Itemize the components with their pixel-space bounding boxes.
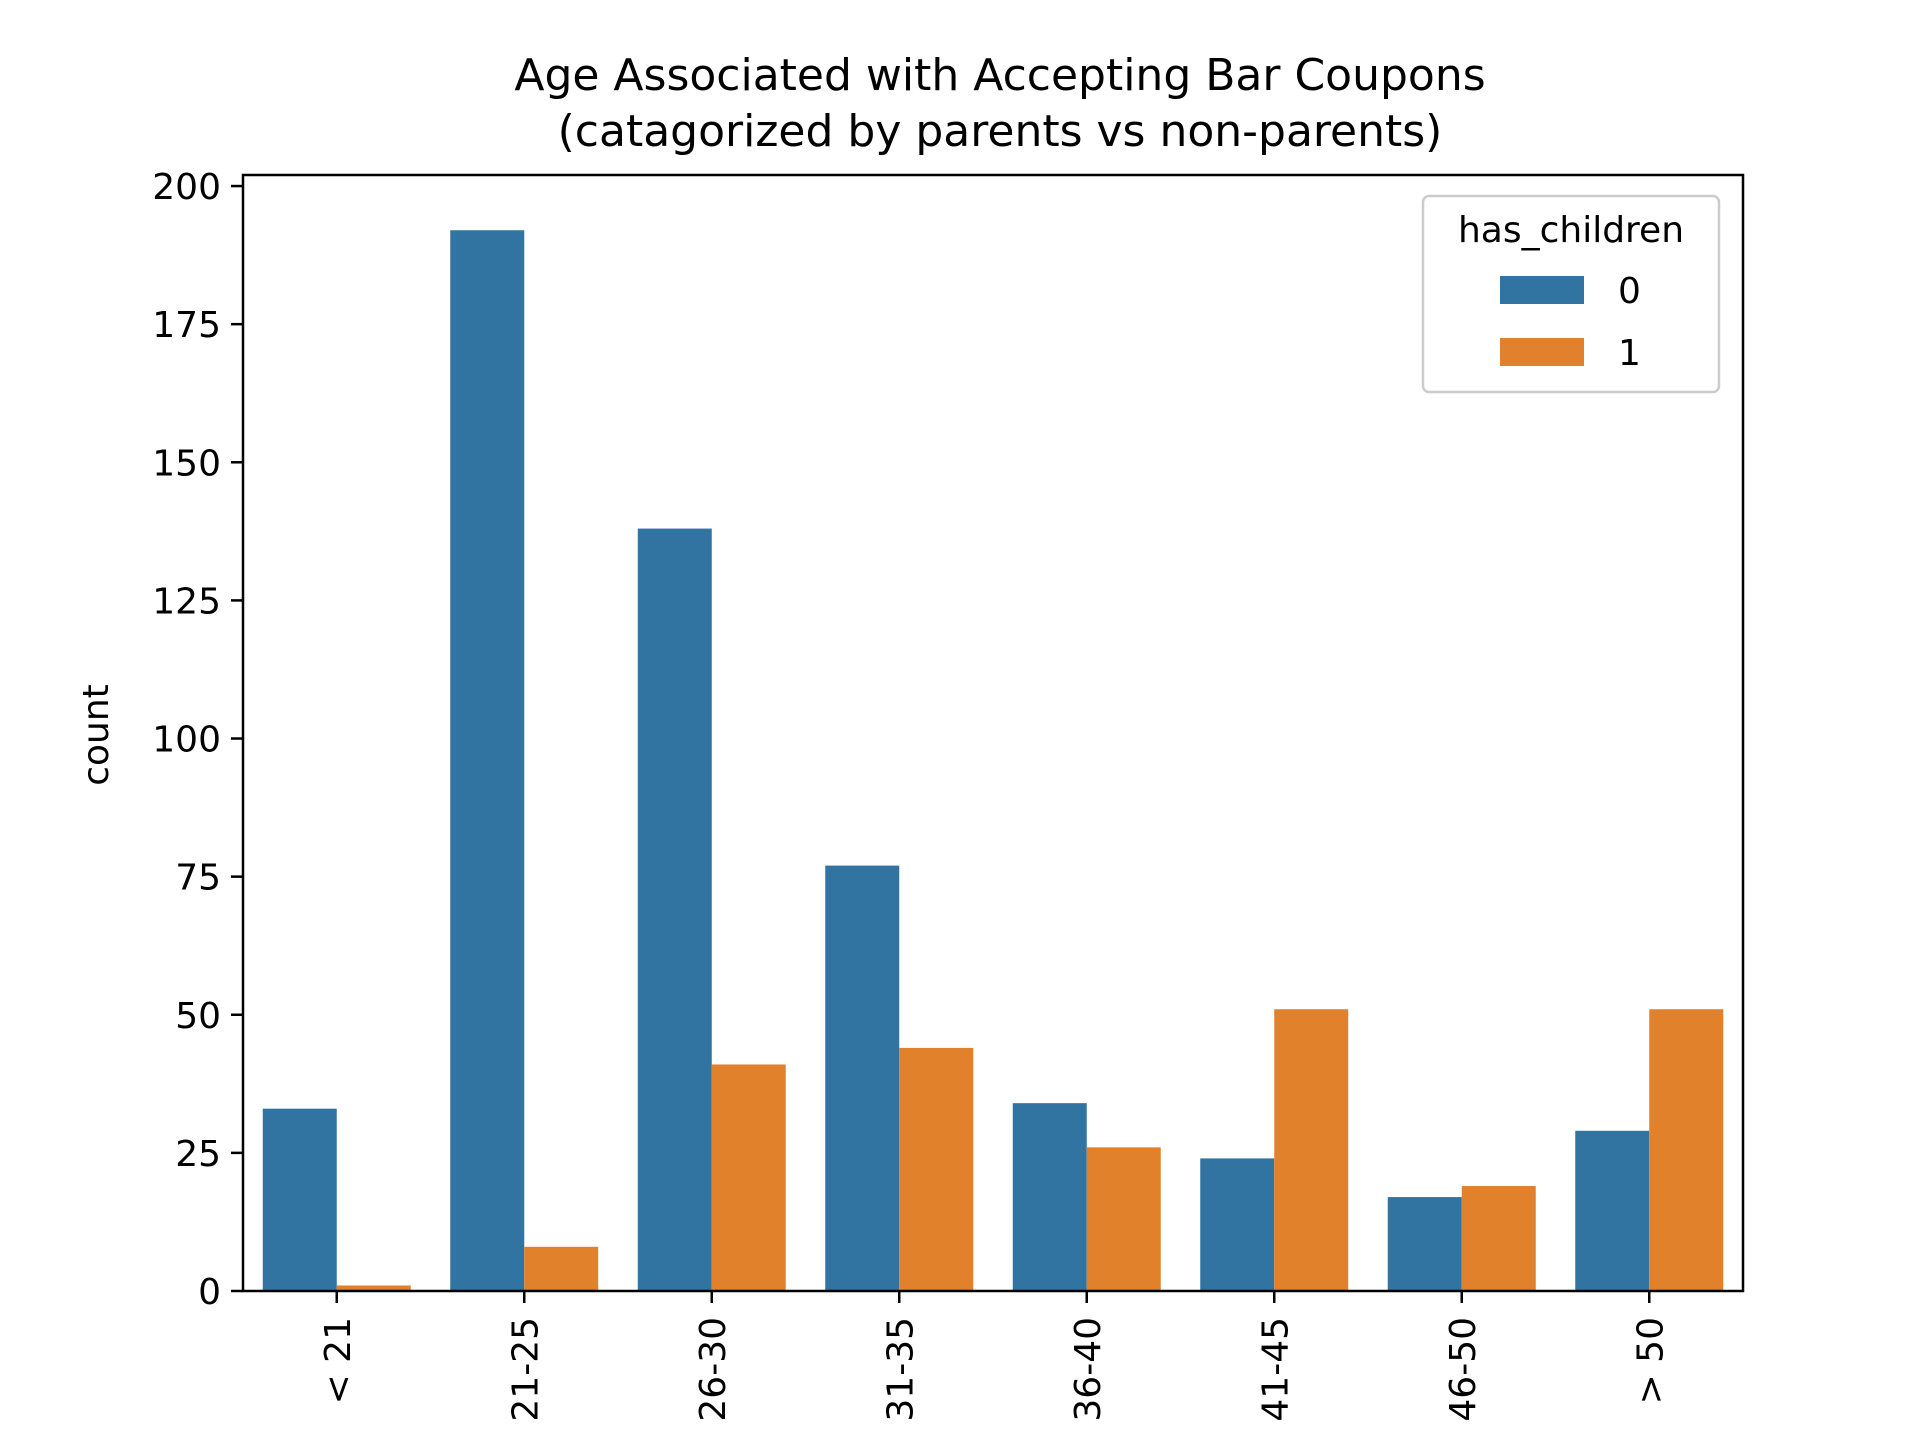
x-tick-label-3: 31-35 xyxy=(880,1317,921,1422)
x-tick-label-2: 26-30 xyxy=(693,1317,734,1422)
x-tick-label-6: 46-50 xyxy=(1443,1317,1484,1422)
bar-series-0-1 xyxy=(450,230,525,1291)
bar-series-0-7 xyxy=(1575,1130,1650,1291)
y-tick-label-7: 175 xyxy=(152,305,221,346)
y-axis-ticks: 0 25 50 75 100 125 150 175 200 xyxy=(152,167,243,1313)
y-axis-label: count xyxy=(76,684,117,786)
x-tick-label-1: 21-25 xyxy=(505,1317,546,1422)
plot-frame xyxy=(241,173,1745,1293)
x-tick-label-0: < 21 xyxy=(318,1317,359,1404)
bar-series-1-0 xyxy=(336,1285,411,1291)
bar-series-0-5 xyxy=(1200,1158,1275,1291)
x-tick-label-4: 36-40 xyxy=(1068,1317,1109,1422)
x-tick-label-5: 41-45 xyxy=(1255,1317,1296,1422)
legend-label-1: 1 xyxy=(1618,333,1641,374)
bar-series-1-2 xyxy=(711,1064,786,1291)
y-tick-label-6: 150 xyxy=(152,443,221,484)
y-tick-label-8: 200 xyxy=(152,167,221,208)
y-tick-label-5: 125 xyxy=(152,581,221,622)
y-tick-label-2: 50 xyxy=(175,996,221,1037)
legend-swatch-0 xyxy=(1500,276,1584,304)
y-tick-label-0: 0 xyxy=(198,1272,221,1313)
y-tick-label-3: 75 xyxy=(175,858,221,899)
bar-series-0-6 xyxy=(1387,1197,1462,1291)
bar-series-1-1 xyxy=(524,1246,599,1291)
y-tick-label-1: 25 xyxy=(175,1134,221,1175)
legend-label-0: 0 xyxy=(1618,271,1641,312)
bar-series-1-4 xyxy=(1086,1147,1161,1291)
chart-title-line1: Age Associated with Accepting Bar Coupon… xyxy=(514,50,1485,101)
legend-swatch-1 xyxy=(1500,338,1584,366)
chart-title-line2: (catagorized by parents vs non-parents) xyxy=(558,106,1443,157)
legend-title: has_children xyxy=(1458,210,1684,251)
bar-series-0-4 xyxy=(1012,1103,1087,1291)
legend: has_children 0 1 xyxy=(1421,194,1721,394)
x-tick-label-7: > 50 xyxy=(1630,1317,1671,1404)
bar-series-1-3 xyxy=(899,1047,974,1291)
y-tick-label-4: 100 xyxy=(152,720,221,761)
bar-series-1-5 xyxy=(1274,1009,1349,1291)
bar-series-0-2 xyxy=(637,528,712,1291)
bar-series-0-3 xyxy=(825,865,900,1291)
bar-series-1-7 xyxy=(1649,1009,1724,1291)
bars-group xyxy=(262,230,1724,1291)
bar-series-1-6 xyxy=(1461,1186,1536,1291)
bar-series-0-0 xyxy=(262,1108,337,1291)
x-axis-ticks: < 21 21-25 26-30 31-35 36-40 41-45 46-50 > 50 xyxy=(318,1291,1671,1422)
